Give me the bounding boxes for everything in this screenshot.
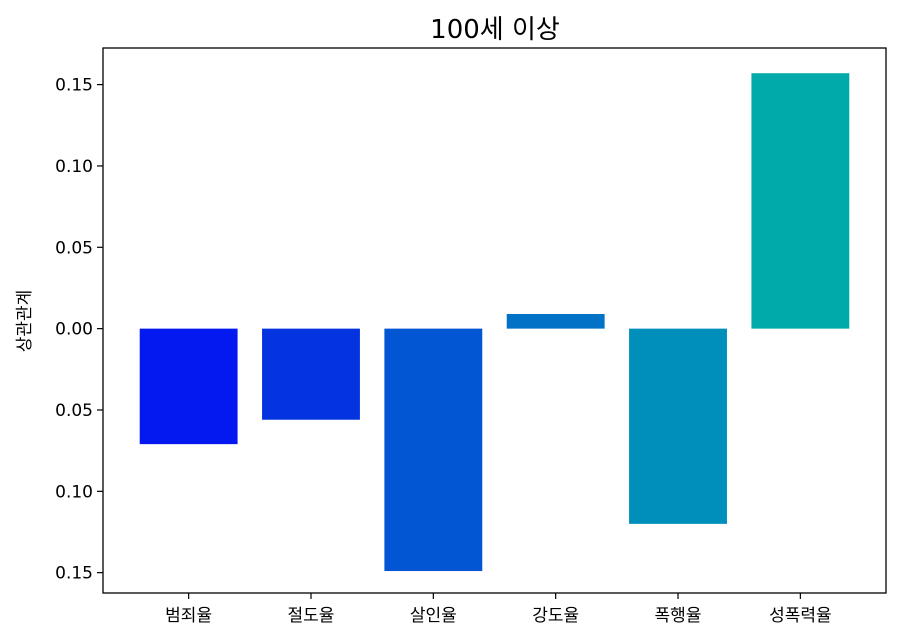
x-tick-label: 폭행율 — [655, 606, 702, 626]
y-ticks-group: 0.15 0.10 0.05 0.00 0.05 0.10 0.15 — [55, 76, 103, 584]
bar-1 — [139, 328, 238, 445]
x-tick-label: 절도율 — [288, 606, 335, 626]
y-axis-label: 상관관계 — [15, 290, 35, 353]
bar-2 — [262, 328, 360, 420]
bar-3 — [384, 328, 483, 572]
bars-group — [139, 73, 850, 572]
x-ticks-group: 범죄율 절도율 살인율 강도율 폭행율 성폭력율 — [165, 593, 832, 626]
y-tick-label: 0.05 — [55, 238, 93, 258]
bar-6 — [751, 73, 850, 329]
y-tick-label: 0.05 — [55, 401, 93, 421]
y-tick-label: 0.10 — [55, 157, 93, 177]
x-tick-label: 범죄율 — [165, 606, 212, 626]
plot-frame — [102, 47, 887, 594]
y-tick-label: 0.15 — [55, 564, 93, 584]
x-tick-label: 성폭력율 — [769, 606, 832, 626]
y-tick-label: 0.15 — [55, 76, 93, 96]
x-tick-label: 살인율 — [410, 606, 457, 626]
y-tick-label: 0.00 — [55, 320, 93, 340]
x-tick-label: 강도율 — [532, 606, 579, 626]
chart-title: 100세 이상 — [430, 15, 560, 45]
bar-5 — [629, 328, 727, 524]
bar-4 — [506, 313, 605, 329]
y-tick-label: 0.10 — [55, 482, 93, 502]
